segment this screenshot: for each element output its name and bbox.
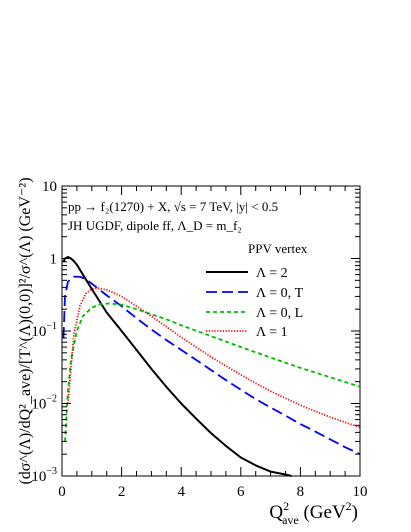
legend-label-2: Λ = 0, T xyxy=(256,286,304,301)
y-axis-label: (dσ^(Λ)/dQ²_ave)/[T^(Λ)(0,0)]²/σ^(Λ) (Ge… xyxy=(17,177,34,484)
x-tick-label-4: 8 xyxy=(297,484,305,500)
series-line-4 xyxy=(67,287,361,429)
series-line-3 xyxy=(64,302,361,442)
y-tick-label-1: 10−2 xyxy=(31,394,57,413)
tick-labels: 0 2 4 6 8 10 10−3 10−2 10−1 1 10 xyxy=(31,179,367,500)
annotation-line-1: pp → f₂(1270) + X, √s = 7 TeV, |y| < 0.5 xyxy=(68,199,278,214)
series-line-2 xyxy=(62,275,361,455)
legend-title: PPV vertex xyxy=(248,241,308,256)
annotation-line-2: JH UGDF, dipole ff, Λ_D = m_f₂ xyxy=(68,218,242,233)
legend-label-3: Λ = 0, L xyxy=(256,306,303,321)
data-curves xyxy=(62,255,361,477)
y-tick-label-0: 10−3 xyxy=(31,466,57,485)
x-tick-label-5: 10 xyxy=(353,484,368,500)
legend: PPV vertex Λ = 2 Λ = 0, T Λ = 0, L Λ = 1 xyxy=(206,241,308,340)
y-tick-label-4: 10 xyxy=(42,179,57,195)
x-tick-label-1: 2 xyxy=(118,484,126,500)
x-tick-label-2: 4 xyxy=(177,484,185,500)
x-tick-label-0: 0 xyxy=(58,484,66,500)
legend-label-4: Λ = 1 xyxy=(256,325,288,340)
x-axis-label: Q2 ave (GeV2) xyxy=(269,499,358,527)
legend-label-1: Λ = 2 xyxy=(256,266,288,281)
series-line-1 xyxy=(62,255,292,477)
y-tick-label-2: 10−1 xyxy=(31,321,57,340)
x-tick-label-3: 6 xyxy=(237,484,245,500)
axis-ticks xyxy=(61,185,361,477)
y-tick-label-3: 1 xyxy=(50,252,58,268)
